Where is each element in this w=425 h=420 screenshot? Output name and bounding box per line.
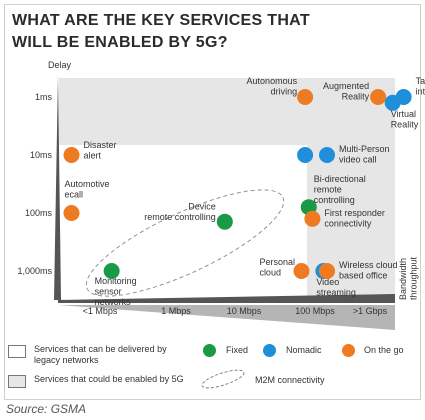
m2m-connectivity-outline [85, 189, 285, 297]
data-point [319, 263, 335, 279]
x-axis [58, 294, 395, 303]
point-label: Device remote controlling [144, 202, 216, 223]
x-axis-title: Bandwidththroughput [398, 256, 419, 300]
point-label: Tactileinternet [416, 76, 425, 97]
bandwidth-wedge [58, 305, 395, 330]
data-point [319, 147, 335, 163]
y-axis [54, 74, 61, 300]
y-tick-label: 1,000ms [17, 266, 52, 276]
data-point [216, 213, 233, 230]
data-point [304, 210, 321, 227]
data-point [297, 147, 314, 163]
x-tick-label: <1 Mbps [83, 306, 118, 316]
page-title: WHAT ARE THE KEY SERVICES THAT WILL BE E… [12, 12, 310, 51]
x-tick-label: 10 Mbps [227, 306, 262, 316]
point-label: First responder connectivity [324, 208, 385, 229]
point-label: Autonomous driving [247, 76, 298, 97]
source-note: Source: GSMA [6, 402, 87, 416]
point-label: Monitoring sensor networks [95, 276, 137, 307]
data-point [370, 89, 387, 105]
data-point [384, 94, 401, 111]
data-point [63, 205, 80, 221]
point-label: Wireless cloud based office [339, 260, 398, 281]
y-tick-label: 10ms [30, 150, 53, 160]
point-label: Multi-Person video call [339, 144, 390, 165]
point-label: Automotive ecall [65, 179, 110, 200]
x-tick-label: >1 Gbps [353, 306, 388, 316]
point-label: Virtual Reality [391, 109, 419, 130]
x-tick-label: 100 Mbps [295, 306, 335, 316]
x-tick-label: 1 Mbps [161, 306, 191, 316]
point-label: Augmented Reality [323, 81, 370, 102]
data-point [297, 89, 314, 105]
point-label: Bi-directional remote controlling [314, 174, 366, 205]
y-tick-label: 100ms [25, 208, 53, 218]
point-label: Disaster alert [84, 140, 117, 161]
data-point [293, 263, 310, 279]
point-label: Personal cloud [259, 257, 295, 278]
data-point [103, 263, 120, 279]
point-label: Video streaming [316, 277, 356, 298]
region-5g-low-latency [59, 78, 395, 145]
y-tick-label: 1ms [35, 92, 53, 102]
data-point [63, 147, 80, 163]
y-axis-title: Delay [48, 60, 72, 70]
